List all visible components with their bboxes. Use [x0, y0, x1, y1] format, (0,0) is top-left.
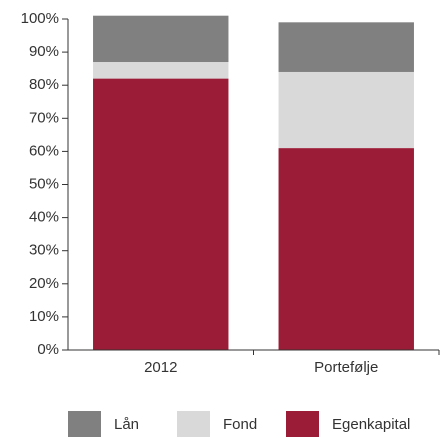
legend-label: Egenkapital [332, 416, 410, 433]
legend-label: Lån [114, 416, 139, 433]
legend-label: Fond [223, 416, 257, 433]
legend-swatch [177, 411, 210, 437]
bar-segment [93, 62, 229, 79]
y-tick-label: 30% [29, 242, 59, 259]
y-tick-label: 20% [29, 275, 59, 292]
y-tick-label: 40% [29, 209, 59, 226]
y-tick-label: 50% [29, 175, 59, 192]
legend-swatch [286, 411, 319, 437]
x-tick-label: Portefølje [314, 359, 378, 376]
bar-segment [278, 71, 414, 149]
y-tick-label: 100% [21, 10, 59, 27]
y-tick-label: 80% [29, 76, 59, 93]
bar-segment [278, 22, 414, 72]
y-tick-label: 60% [29, 142, 59, 159]
bar-segment [93, 15, 229, 63]
y-tick-label: 10% [29, 308, 59, 325]
bar-segment [93, 78, 229, 350]
y-tick-label: 90% [29, 43, 59, 60]
y-tick-label: 70% [29, 109, 59, 126]
legend-swatch [68, 411, 101, 437]
x-tick-label: 2012 [144, 359, 177, 376]
bar-segment [278, 148, 414, 350]
y-tick-label: 0% [37, 341, 59, 358]
